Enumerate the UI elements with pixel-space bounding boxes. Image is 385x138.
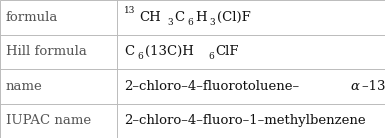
Text: 6: 6 [137,52,143,62]
Text: C: C [174,11,184,24]
Text: α: α [350,80,359,93]
Text: name: name [6,80,42,93]
Text: formula: formula [6,11,58,24]
Text: 3: 3 [167,18,173,27]
Text: 6: 6 [187,18,193,27]
Text: 2–chloro–4–fluoro–1–methylbenzene: 2–chloro–4–fluoro–1–methylbenzene [124,114,366,127]
Text: C: C [124,45,134,58]
Text: –13 C: –13 C [362,80,385,93]
Text: Hill formula: Hill formula [6,45,87,58]
Text: 2–chloro–4–fluorotoluene–: 2–chloro–4–fluorotoluene– [124,80,300,93]
Text: IUPAC name: IUPAC name [6,114,91,127]
Text: 13: 13 [124,6,136,15]
Text: 3: 3 [210,18,216,27]
Text: (Cl)F: (Cl)F [217,11,251,24]
Text: ClF: ClF [215,45,239,58]
Text: 6: 6 [208,52,214,62]
Text: (13C)H: (13C)H [145,45,194,58]
Text: CH: CH [139,11,161,24]
Text: H: H [195,11,206,24]
